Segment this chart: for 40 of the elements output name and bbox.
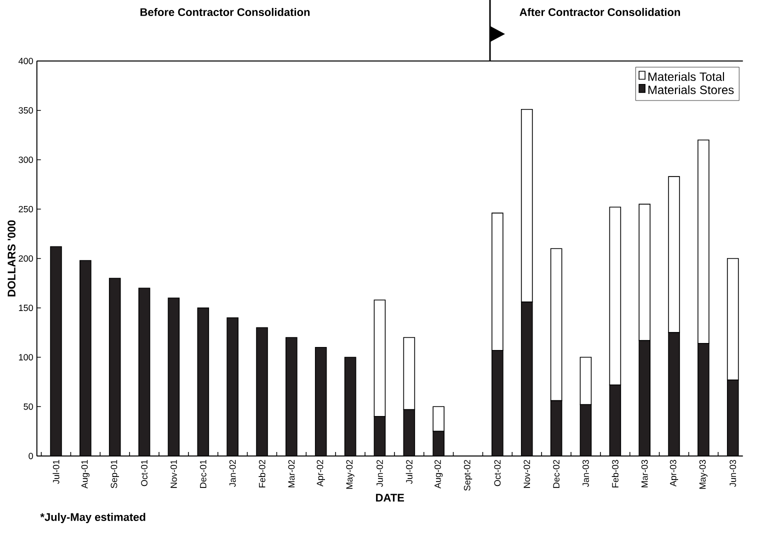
x-tick-label: May-03 <box>699 460 708 489</box>
x-tick-label: Nov-02 <box>524 460 530 488</box>
y-tick-label: 150 <box>19 304 33 312</box>
x-tick-label: Jan-02 <box>229 460 236 487</box>
x-tick-label: Dec-02 <box>553 460 560 488</box>
text: *July-May estimated <box>40 512 146 524</box>
x-tick-label: Feb-03 <box>612 460 618 488</box>
x-tick-label: Dec-01 <box>200 460 206 488</box>
y-tick-label: 400 <box>18 58 33 64</box>
x-tick-label: Sept-02 <box>464 460 472 491</box>
legend-label: Materials Total <box>648 72 724 81</box>
y-tick-label: 350 <box>18 107 33 114</box>
x-tick-label: Apr-02 <box>316 460 325 487</box>
x-axis-title: DATE <box>376 494 404 502</box>
y-tick-label: 0 <box>28 452 33 460</box>
x-tick-label: Mar-03 <box>641 460 648 488</box>
x-tick-label: Mar-02 <box>288 460 295 488</box>
y-tick-label: 50 <box>24 403 33 410</box>
x-tick-label: Oct-01 <box>141 460 148 486</box>
x-tick-label: Jun-02 <box>376 460 383 487</box>
y-axis-title: DOLLARS '000 <box>8 220 16 296</box>
x-tick-label: Jul-02 <box>406 460 412 484</box>
x-tick-label: May-02 <box>346 460 354 489</box>
x-tick-label: Oct-02 <box>494 460 501 486</box>
x-tick-label: Aug-01 <box>81 460 90 489</box>
x-tick-label: Apr-03 <box>670 460 678 487</box>
y-tick-label: 250 <box>18 206 33 212</box>
y-tick-label: 100 <box>19 354 33 360</box>
text: After Contractor Consolidation <box>520 8 680 16</box>
x-tick-label: Jun-03 <box>730 460 736 487</box>
x-tick-label: Jan-03 <box>582 460 589 487</box>
text: Before Contractor Consolidation <box>140 8 310 16</box>
x-tick-label: Jul-01 <box>52 460 60 484</box>
legend-label: Materials Stores <box>648 85 734 94</box>
x-tick-label: Nov-01 <box>170 460 177 488</box>
x-tick-label: Sep-01 <box>110 460 119 488</box>
x-tick-label: Aug-02 <box>434 460 443 489</box>
y-tick-label: 200 <box>18 255 33 262</box>
x-tick-label: Feb-02 <box>258 460 266 488</box>
y-tick-label: 300 <box>18 156 33 163</box>
